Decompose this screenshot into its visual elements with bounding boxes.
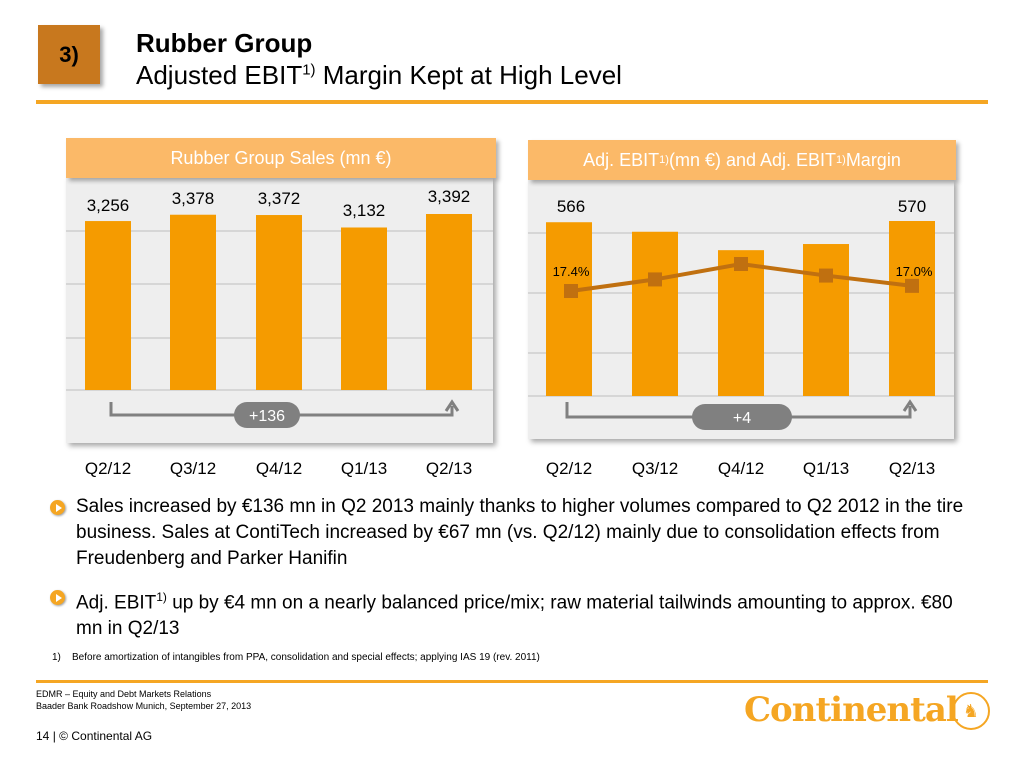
data-label: 3,132 bbox=[343, 201, 386, 220]
margin-point bbox=[648, 272, 662, 287]
change-badge bbox=[234, 402, 300, 428]
bar bbox=[256, 215, 302, 390]
data-label: 3,372 bbox=[258, 189, 301, 208]
bar bbox=[632, 231, 678, 396]
data-label: 570 bbox=[898, 197, 926, 216]
x-tick-label: Q3/12 bbox=[170, 459, 216, 478]
margin-label: 17.0% bbox=[896, 264, 933, 279]
change-arrow-icon bbox=[902, 399, 918, 412]
bullet-list: Sales increased by €136 mn in Q2 2013 ma… bbox=[48, 494, 968, 654]
ebit-chart-title: Adj. EBIT 1) (mn €) and Adj. EBIT 1) Margi… bbox=[528, 140, 956, 180]
change-label: +136 bbox=[249, 408, 285, 425]
margin-point bbox=[819, 268, 833, 283]
bar bbox=[170, 214, 216, 390]
margin-point bbox=[564, 284, 578, 298]
x-tick-label: Q2/13 bbox=[426, 459, 472, 478]
bullet-arrow-icon bbox=[50, 500, 65, 515]
footer-department: EDMR – Equity and Debt Markets Relations bbox=[36, 689, 212, 699]
continental-logo: Continental ♞ bbox=[744, 690, 990, 740]
x-tick-label: Q3/12 bbox=[632, 459, 678, 478]
margin-label: 17.4% bbox=[553, 264, 590, 279]
x-tick-label: Q2/13 bbox=[889, 459, 935, 478]
data-label: 3,378 bbox=[172, 189, 215, 208]
x-tick-label: Q2/12 bbox=[85, 459, 131, 478]
bar bbox=[426, 214, 472, 390]
x-tick-label: Q4/12 bbox=[718, 459, 764, 478]
footer-event: Baader Bank Roadshow Munich, September 2… bbox=[36, 701, 252, 711]
data-label: 3,256 bbox=[87, 196, 130, 215]
change-badge bbox=[692, 404, 792, 430]
change-arrow-icon bbox=[444, 399, 460, 412]
change-label: +4 bbox=[733, 410, 751, 427]
x-tick-label: Q2/12 bbox=[546, 459, 592, 478]
x-tick-label: Q1/13 bbox=[341, 459, 387, 478]
section-badge: 3) bbox=[38, 25, 100, 84]
bar bbox=[546, 222, 592, 396]
sales-chart-title: Rubber Group Sales (mn €) bbox=[66, 138, 496, 178]
bar bbox=[341, 227, 387, 390]
bullet-sales: Sales increased by €136 mn in Q2 2013 ma… bbox=[48, 494, 968, 572]
bar bbox=[889, 221, 935, 396]
x-tick-label: Q4/12 bbox=[256, 459, 302, 478]
page-subtitle: Adjusted EBIT1) Margin Kept at High Leve… bbox=[136, 60, 622, 90]
bullet-arrow-icon bbox=[50, 590, 65, 605]
bar bbox=[85, 221, 131, 390]
bullet-ebit: Adj. EBIT1) up by €4 mn on a nearly bala… bbox=[48, 584, 968, 642]
x-tick-label: Q1/13 bbox=[803, 459, 849, 478]
page-info: 14 | © Continental AG bbox=[36, 729, 153, 743]
horse-emblem-icon: ♞ bbox=[952, 692, 990, 730]
data-label: 566 bbox=[557, 197, 585, 216]
data-label: 3,392 bbox=[428, 187, 471, 206]
footer-divider bbox=[36, 680, 988, 683]
margin-point bbox=[734, 257, 748, 271]
title-divider bbox=[36, 100, 988, 104]
margin-point bbox=[905, 278, 919, 293]
bar bbox=[718, 250, 764, 396]
bar bbox=[803, 244, 849, 396]
page-title: Rubber Group bbox=[136, 28, 313, 58]
footnote: 1) Before amortization of intangibles fro… bbox=[52, 652, 540, 663]
